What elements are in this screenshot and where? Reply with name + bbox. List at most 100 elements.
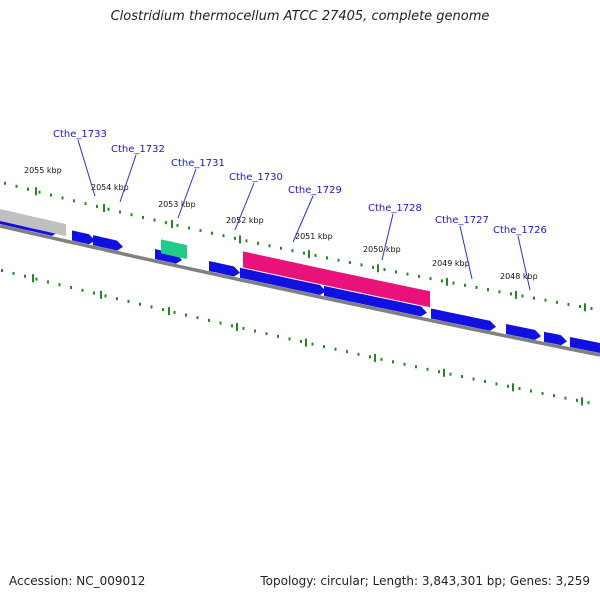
track-dot xyxy=(150,305,153,309)
forward-cds-feature xyxy=(240,267,326,295)
track-dot xyxy=(415,365,417,369)
gene-leader-line xyxy=(119,154,137,203)
track-dot xyxy=(84,202,87,206)
track-dot xyxy=(61,196,64,200)
gene-name-label: Cthe_1730 xyxy=(229,172,283,183)
major-tick-mark xyxy=(515,290,517,299)
track-dot xyxy=(70,286,72,289)
track-dot xyxy=(311,342,314,346)
track-dot xyxy=(116,297,118,301)
major-tick-mark xyxy=(168,307,170,316)
track-dot xyxy=(360,263,363,267)
track-dot xyxy=(222,234,225,238)
kbp-position-label: 2051 kbp xyxy=(295,232,333,241)
track-dot xyxy=(495,382,498,386)
track-dot xyxy=(234,236,236,240)
track-dot xyxy=(12,271,15,275)
track-dot xyxy=(176,223,179,227)
track-dot xyxy=(1,269,3,272)
kbp-position-label: 2053 kbp xyxy=(158,200,196,209)
track-dot xyxy=(242,326,245,330)
topology-info-text: Topology: circular; Length: 3,843,301 bp… xyxy=(260,574,590,588)
kbp-position-label: 2049 kbp xyxy=(432,259,470,268)
track-dot xyxy=(35,277,38,281)
track-dot xyxy=(576,398,578,402)
track-dot xyxy=(452,281,455,285)
track-dot xyxy=(392,360,394,364)
track-dot xyxy=(518,387,521,391)
track-dot xyxy=(461,375,463,379)
track-dot xyxy=(449,372,452,376)
track-dot xyxy=(142,215,144,219)
track-dot xyxy=(153,218,156,222)
track-dot xyxy=(383,268,386,272)
track-dot xyxy=(291,249,294,253)
track-dot xyxy=(326,256,328,260)
track-dot xyxy=(211,231,213,235)
track-dot xyxy=(254,329,256,333)
track-dot xyxy=(38,190,41,194)
track-dot xyxy=(265,332,268,336)
track-dot xyxy=(472,377,475,381)
major-tick-mark xyxy=(239,235,241,244)
track-dot xyxy=(334,347,337,351)
gene-name-label: Cthe_1733 xyxy=(53,129,107,140)
track-dot xyxy=(521,294,524,298)
track-dot xyxy=(349,261,351,265)
track-dot xyxy=(219,321,222,325)
track-dot xyxy=(438,370,440,374)
gene-name-label: Cthe_1731 xyxy=(171,158,225,169)
track-dot xyxy=(406,272,409,276)
track-dot xyxy=(73,199,75,203)
track-dot xyxy=(590,307,593,310)
gene-leader-line xyxy=(177,168,197,219)
track-dot xyxy=(567,302,570,306)
track-dot xyxy=(464,283,466,287)
forward-cds-feature xyxy=(209,261,240,277)
track-dot xyxy=(429,277,432,281)
track-dot xyxy=(380,357,383,361)
track-dot xyxy=(403,362,406,366)
track-dot xyxy=(357,352,360,356)
track-dot xyxy=(533,296,535,300)
track-dot xyxy=(337,258,340,262)
track-dot xyxy=(257,241,259,245)
accession-text: Accession: NC_009012 xyxy=(9,574,146,588)
track-dot xyxy=(426,367,429,371)
major-tick-mark xyxy=(236,322,238,331)
track-dot xyxy=(498,290,501,294)
track-dot xyxy=(188,226,190,230)
track-dot xyxy=(587,401,590,405)
genome-backbone-line xyxy=(0,224,600,357)
track-dot xyxy=(15,184,18,188)
forward-cds-feature xyxy=(570,337,600,353)
major-tick-mark xyxy=(581,397,583,406)
track-dot xyxy=(245,239,248,243)
major-tick-mark xyxy=(377,264,379,273)
track-dot xyxy=(277,334,279,338)
forward-cds-feature xyxy=(506,324,541,340)
track-dot xyxy=(564,396,567,400)
track-dot xyxy=(314,254,317,257)
forward-cds-feature xyxy=(324,285,427,317)
track-dot xyxy=(579,305,581,308)
track-dot xyxy=(507,384,509,388)
track-dot xyxy=(418,274,420,278)
gene-name-label: Cthe_1729 xyxy=(288,185,342,196)
track-dot xyxy=(530,389,532,393)
major-tick-mark xyxy=(100,290,102,299)
gene-name-label: Cthe_1727 xyxy=(435,215,489,226)
upper-dotted-track xyxy=(4,181,593,312)
track-dot xyxy=(104,294,107,298)
track-dot xyxy=(139,302,141,306)
track-dot xyxy=(199,229,202,233)
gene-name-label: Cthe_1732 xyxy=(111,144,165,155)
track-dot xyxy=(130,213,133,217)
track-dot xyxy=(119,210,121,214)
track-dot xyxy=(441,279,443,283)
forward-cds-feature xyxy=(93,235,123,251)
gene-name-label: Cthe_1728 xyxy=(368,203,422,214)
major-tick-mark xyxy=(35,187,37,196)
gene-name-label: Cthe_1726 xyxy=(493,225,547,236)
